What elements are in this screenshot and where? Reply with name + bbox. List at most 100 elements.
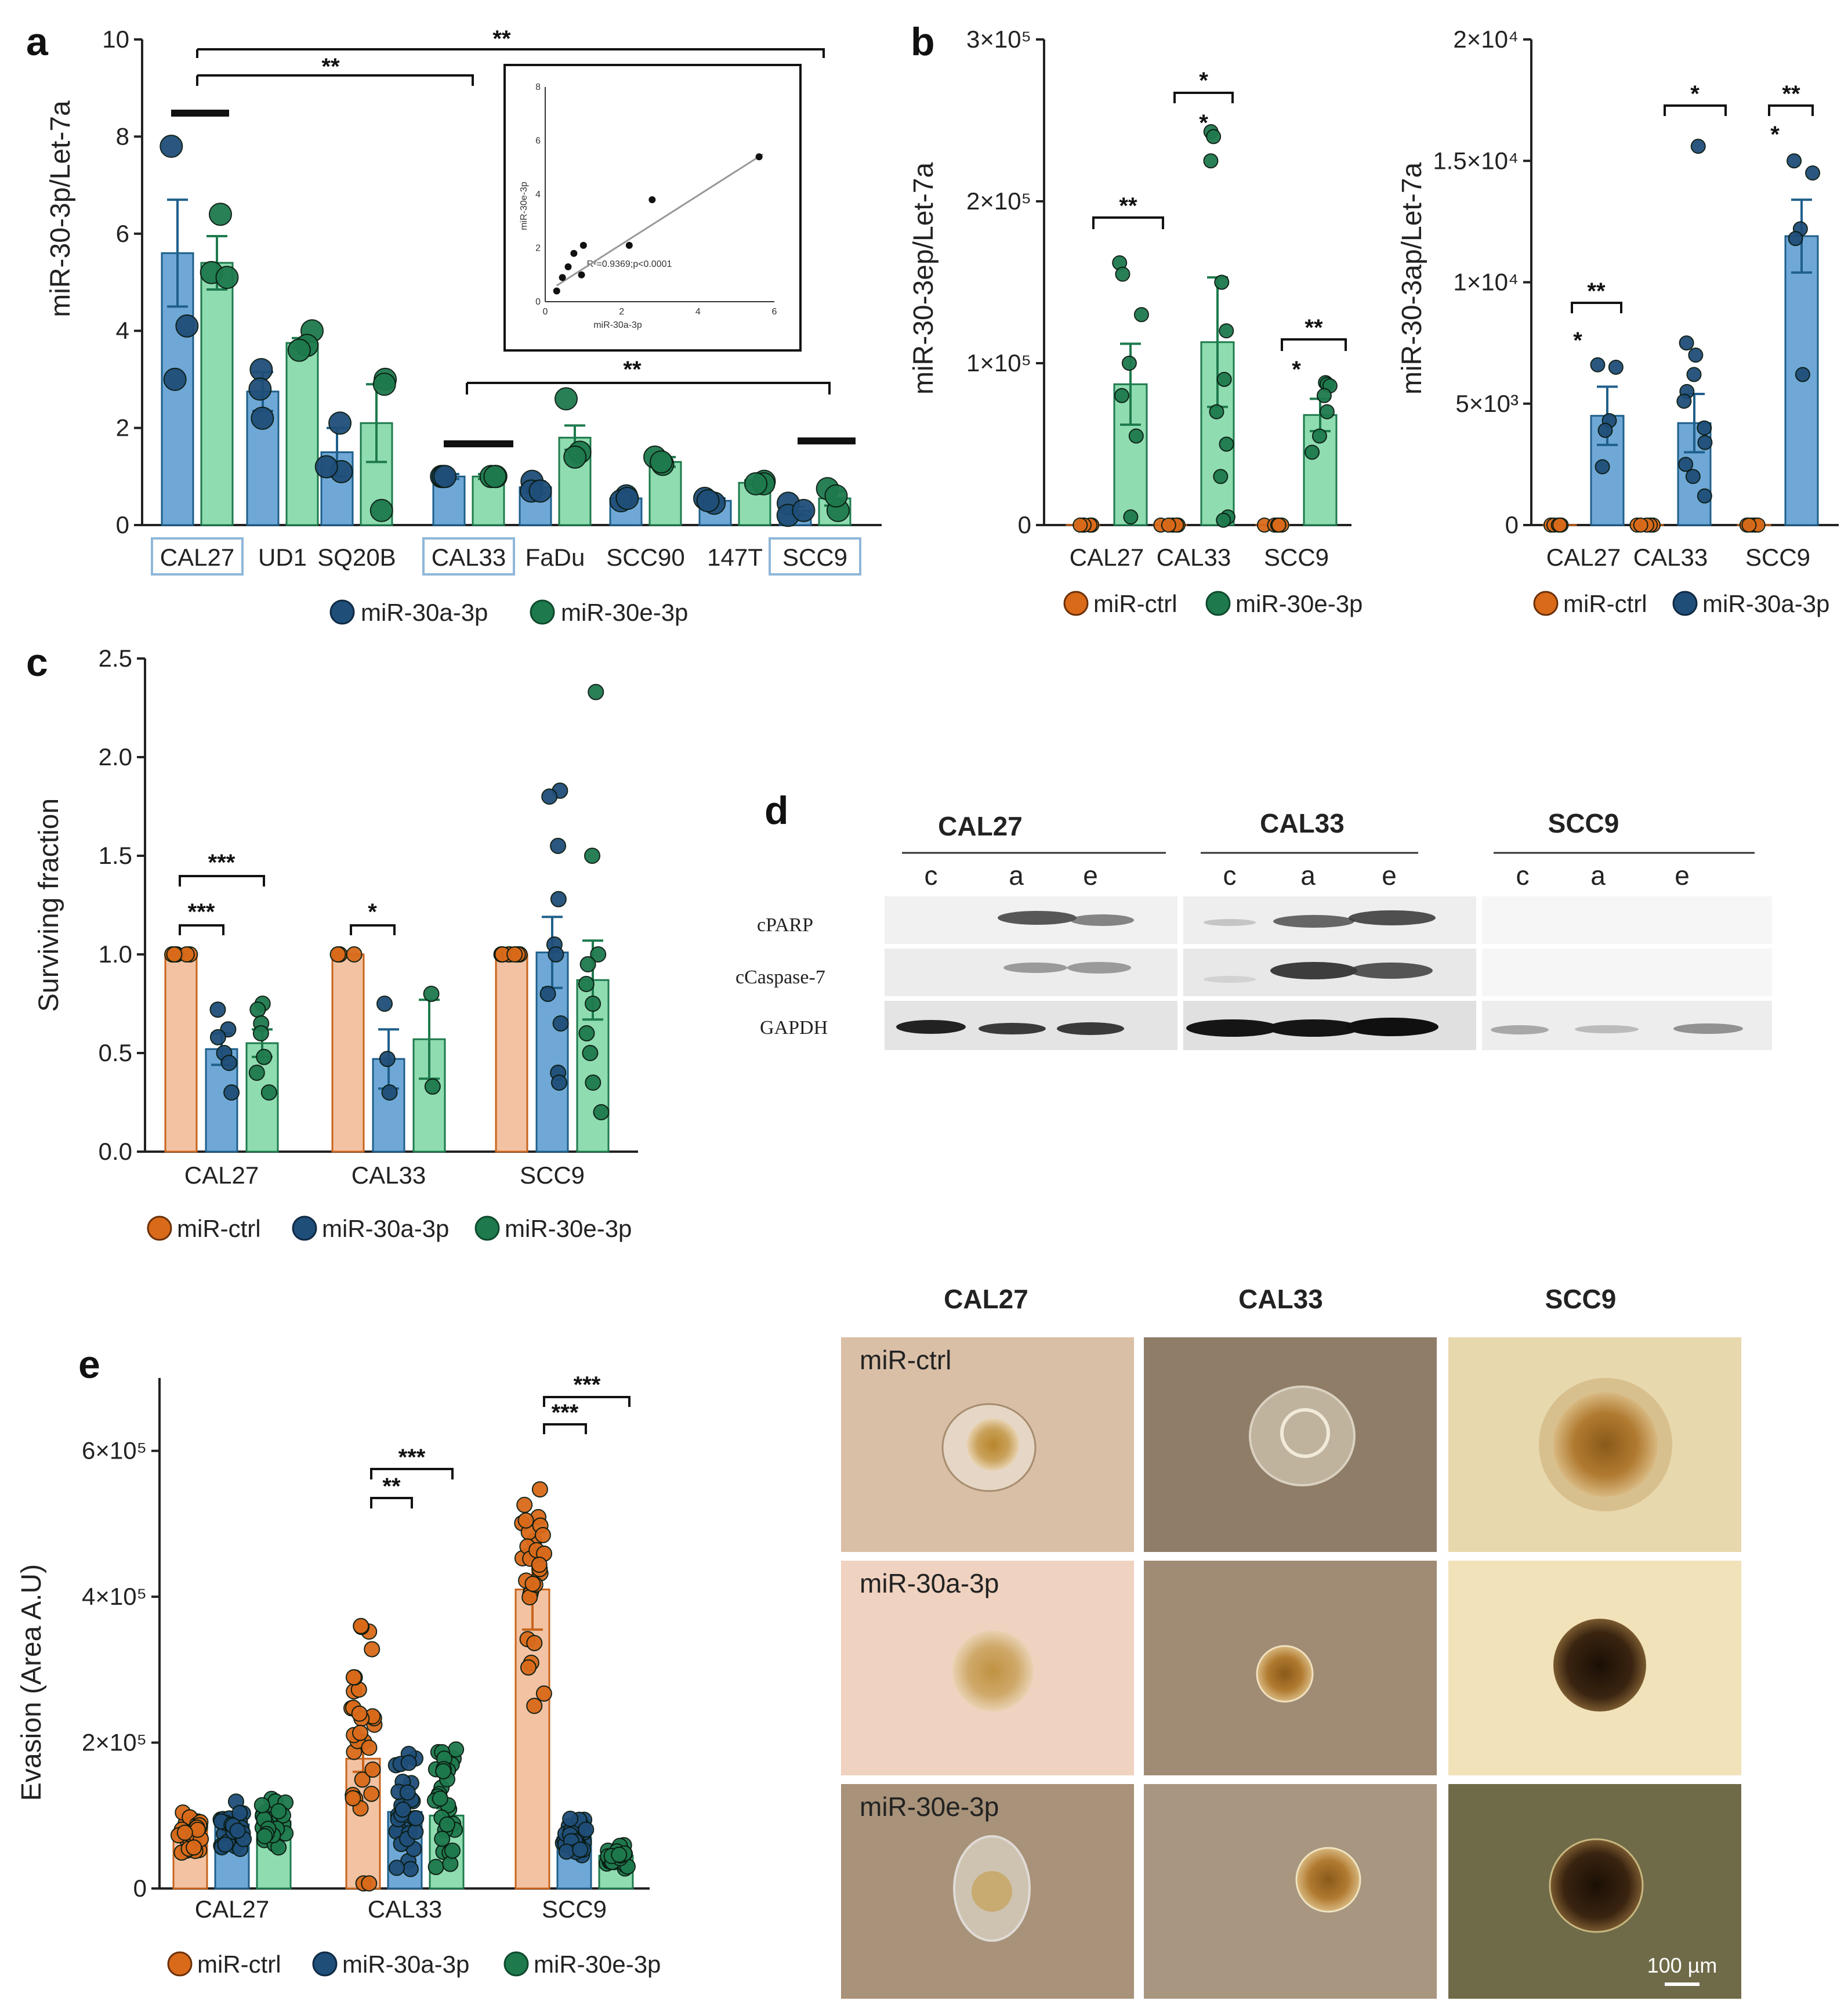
panel-b-left-categories: CAL27 CAL33 SCC9 bbox=[1070, 544, 1329, 571]
ytick: 6×10⁵ bbox=[82, 1437, 147, 1464]
data-point bbox=[696, 489, 720, 513]
data-point bbox=[526, 1698, 543, 1714]
blot-lane-labels: c a e c a e c a e bbox=[925, 860, 1690, 891]
ytick: 3×10⁵ bbox=[966, 26, 1031, 53]
spheroid bbox=[1549, 1838, 1644, 1933]
sig-label: ** bbox=[492, 26, 511, 52]
legend-marker bbox=[312, 1951, 338, 1977]
panel-d: d CAL27 CAL33 SCC9 c a e c a e c a e cPA… bbox=[735, 788, 1772, 1050]
data-point bbox=[354, 1771, 371, 1788]
sig-bracket bbox=[179, 875, 265, 887]
sig-label: *** bbox=[574, 1372, 601, 1398]
data-point bbox=[229, 1822, 246, 1839]
sig-label: *** bbox=[208, 850, 235, 875]
data-point bbox=[256, 1048, 273, 1065]
category-label: CAL33 bbox=[1157, 544, 1231, 571]
sig-bracket bbox=[196, 74, 474, 86]
data-point bbox=[423, 986, 440, 1002]
ytick: 0 bbox=[1505, 511, 1519, 538]
category-label: CAL33 bbox=[1633, 544, 1708, 571]
data-point bbox=[388, 1859, 405, 1876]
data-point bbox=[363, 1785, 380, 1802]
sig-label: *** bbox=[188, 899, 215, 925]
panel-c: c Surviving fraction 0.0 0.5 1.0 1.5 2.0… bbox=[26, 641, 638, 1242]
sig-bracket bbox=[1571, 302, 1622, 313]
micro-col-header: SCC9 bbox=[1545, 1284, 1617, 1314]
inset-point bbox=[564, 263, 572, 270]
data-point bbox=[253, 1797, 270, 1814]
legend-label: miR-ctrl bbox=[177, 1215, 261, 1242]
data-point bbox=[563, 445, 587, 469]
legend-label: miR-30e-3p bbox=[561, 599, 688, 626]
data-point bbox=[1316, 388, 1332, 403]
data-point bbox=[376, 996, 393, 1012]
legend-marker bbox=[1205, 591, 1231, 616]
legend-marker bbox=[329, 599, 355, 625]
category-highlight-box bbox=[151, 537, 244, 576]
data-point bbox=[550, 891, 567, 907]
data-point bbox=[649, 450, 673, 474]
data-point bbox=[1216, 512, 1231, 528]
data-point bbox=[1072, 517, 1088, 533]
spheroid bbox=[1553, 1619, 1646, 1712]
legend-marker bbox=[474, 1215, 500, 1241]
data-point bbox=[328, 411, 352, 435]
data-point bbox=[1319, 404, 1335, 419]
sig-bracket bbox=[1664, 104, 1727, 116]
sig-label: ** bbox=[1782, 81, 1800, 107]
data-point bbox=[506, 946, 523, 963]
data-point bbox=[1213, 469, 1229, 484]
lane-label: c bbox=[1516, 860, 1530, 891]
lane-label: e bbox=[1382, 860, 1397, 891]
data-point bbox=[248, 1065, 265, 1081]
data-point bbox=[176, 1824, 193, 1841]
legend-marker bbox=[1672, 591, 1698, 616]
legend-marker bbox=[167, 1951, 193, 1977]
data-point bbox=[353, 1618, 369, 1634]
data-point bbox=[550, 838, 567, 854]
micro-row-label: miR-ctrl bbox=[860, 1345, 951, 1375]
data-point bbox=[584, 848, 601, 864]
data-point bbox=[1678, 457, 1694, 472]
ytick: 2×10⁵ bbox=[82, 1729, 147, 1756]
lane-label: a bbox=[1590, 860, 1606, 891]
data-point bbox=[550, 1074, 567, 1091]
blot-band bbox=[1575, 1025, 1639, 1033]
data-point bbox=[186, 1839, 202, 1856]
data-point bbox=[439, 1816, 455, 1833]
data-point bbox=[1311, 428, 1327, 444]
data-point bbox=[379, 1051, 396, 1068]
data-point bbox=[1597, 422, 1613, 438]
data-point bbox=[1209, 404, 1224, 419]
category-label: CAL33 bbox=[432, 544, 506, 571]
category-label: SCC9 bbox=[782, 544, 847, 571]
data-point bbox=[590, 946, 607, 963]
data-point bbox=[1123, 509, 1139, 525]
data-point bbox=[249, 1001, 266, 1018]
panel-c-bars bbox=[164, 683, 610, 1153]
sig-label: ** bbox=[1587, 278, 1606, 304]
sig-bracket bbox=[1173, 92, 1234, 103]
ytick: 0 bbox=[1018, 511, 1031, 538]
data-point bbox=[588, 683, 604, 700]
data-point bbox=[792, 498, 816, 522]
category-label: CAL33 bbox=[352, 1162, 426, 1189]
blot-band bbox=[998, 911, 1077, 925]
spheroid-micrographs: CAL27 CAL33 SCC9 bbox=[841, 1284, 1741, 1999]
data-point bbox=[562, 1810, 579, 1827]
data-point bbox=[408, 1810, 425, 1826]
data-point bbox=[1271, 517, 1287, 533]
data-point bbox=[1795, 367, 1810, 382]
ytick: 8 bbox=[116, 122, 129, 150]
inset-stat: R²=0.9369;p<0.0001 bbox=[587, 259, 672, 269]
blot-cell-header: CAL27 bbox=[938, 811, 1023, 841]
data-point bbox=[1697, 488, 1712, 504]
blot-cell-header: SCC9 bbox=[1548, 808, 1619, 838]
inset-point bbox=[578, 271, 585, 278]
ytick: 2.5 bbox=[99, 645, 132, 672]
inset-xtick: 6 bbox=[772, 307, 777, 317]
category-highlight-box bbox=[769, 537, 861, 576]
spheroid bbox=[1295, 1847, 1361, 1913]
legend-label: miR-30a-3p bbox=[361, 599, 488, 626]
data-point bbox=[434, 1830, 451, 1847]
